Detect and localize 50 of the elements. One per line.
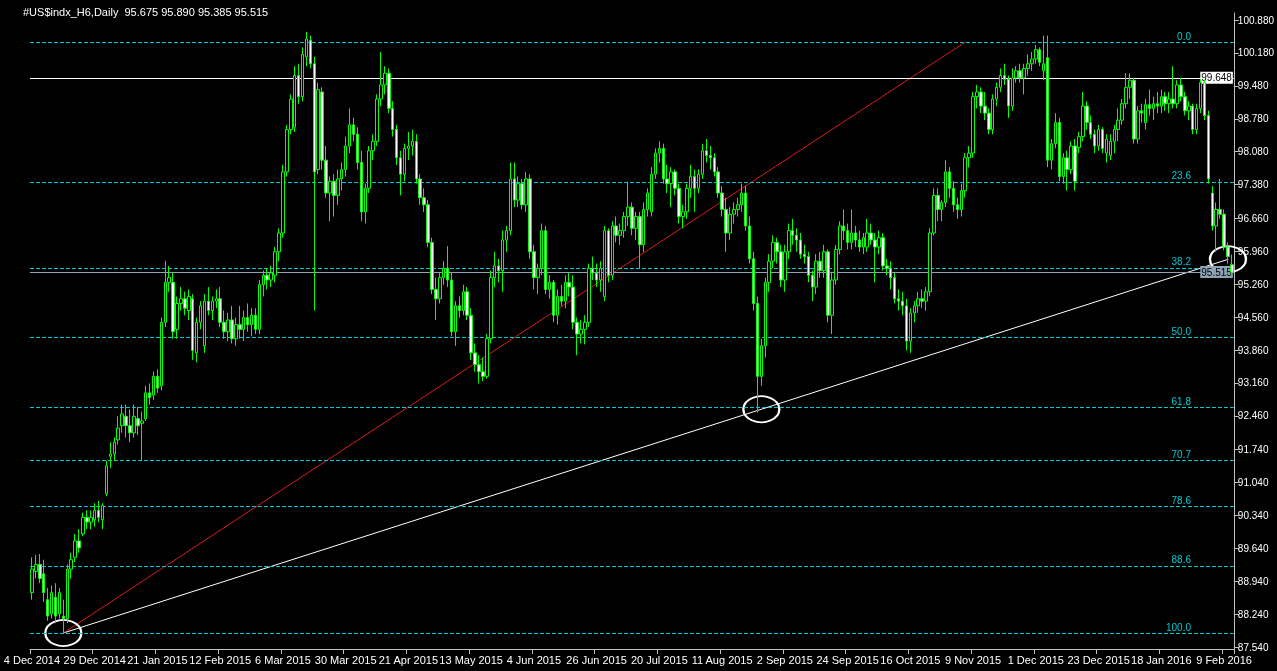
y-tick-label: 91.740 xyxy=(1237,444,1269,456)
x-tick-label: 20 Jul 2015 xyxy=(630,653,688,666)
y-tick-label: 99.480 xyxy=(1237,80,1269,92)
x-tick-label: 21 Jan 2015 xyxy=(127,653,188,666)
ref-line-label: 99.648 xyxy=(1201,72,1233,84)
annotation: 61.8 xyxy=(1171,395,1192,407)
y-tick-label: 87.540 xyxy=(1237,641,1269,653)
x-tick-label: 2 Sep 2015 xyxy=(756,653,813,666)
x-tick-label: 4 Dec 2014 xyxy=(3,653,61,666)
annotation: 23.6 xyxy=(1171,170,1192,182)
y-tick-label: 93.860 xyxy=(1237,344,1269,356)
y-tick-label: 100.880 xyxy=(1237,14,1275,26)
y-tick-label: 90.340 xyxy=(1237,510,1269,521)
x-tick-label: 11 Aug 2015 xyxy=(691,653,753,666)
y-tick-label: 92.460 xyxy=(1237,410,1269,422)
x-tick-label: 1 Dec 2015 xyxy=(1007,653,1064,666)
x-tick-label: 12 Feb 2015 xyxy=(189,653,252,666)
x-tick-label: 9 Feb 2016 xyxy=(1196,653,1252,666)
x-tick-label: 6 Mar 2015 xyxy=(255,653,311,666)
x-tick-label: 24 Sep 2015 xyxy=(816,653,879,666)
annotation: 70.7 xyxy=(1171,448,1192,460)
x-tick-label: 13 May 2015 xyxy=(439,653,503,666)
annotation: 100.0 xyxy=(1165,621,1192,633)
annotation: 88.6 xyxy=(1171,554,1192,566)
y-tick-label: 93.160 xyxy=(1237,377,1269,389)
x-tick-label: 21 Apr 2015 xyxy=(378,653,439,666)
y-tick-label: 91.040 xyxy=(1237,477,1269,489)
y-tick-label: 88.240 xyxy=(1237,608,1269,620)
x-tick-label: 16 Oct 2015 xyxy=(880,653,941,666)
annotation: 50.0 xyxy=(1171,325,1192,337)
x-tick-label: 4 Jun 2015 xyxy=(506,653,562,666)
y-tick-label: 89.640 xyxy=(1237,542,1269,554)
x-tick-label: 30 Mar 2015 xyxy=(314,653,377,666)
annotation: 78.6 xyxy=(1171,495,1192,507)
y-tick-label: 95.260 xyxy=(1237,278,1269,290)
x-tick-label: 29 Dec 2014 xyxy=(63,653,126,666)
y-tick-label: 94.560 xyxy=(1237,311,1269,323)
y-tick-label: 88.940 xyxy=(1237,575,1269,587)
x-tick-label: 9 Nov 2015 xyxy=(944,653,1002,666)
x-tick-label: 23 Dec 2015 xyxy=(1067,653,1130,666)
y-tick-label: 96.660 xyxy=(1237,212,1269,224)
x-tick-label: 18 Jan 2016 xyxy=(1131,653,1192,666)
y-tick-label: 98.080 xyxy=(1237,146,1269,158)
chart-title: #US$indx_H6,Daily 95.675 95.890 95.385 95.515 xyxy=(23,5,269,18)
annotation: 38.2 xyxy=(1171,256,1192,268)
y-tick-label: 97.380 xyxy=(1237,179,1269,191)
y-tick-label: 98.780 xyxy=(1237,113,1269,125)
annotation: 0.0 xyxy=(1177,30,1192,42)
x-tick-label: 26 Jun 2015 xyxy=(566,653,627,666)
y-tick-label: 100.180 xyxy=(1237,47,1275,59)
